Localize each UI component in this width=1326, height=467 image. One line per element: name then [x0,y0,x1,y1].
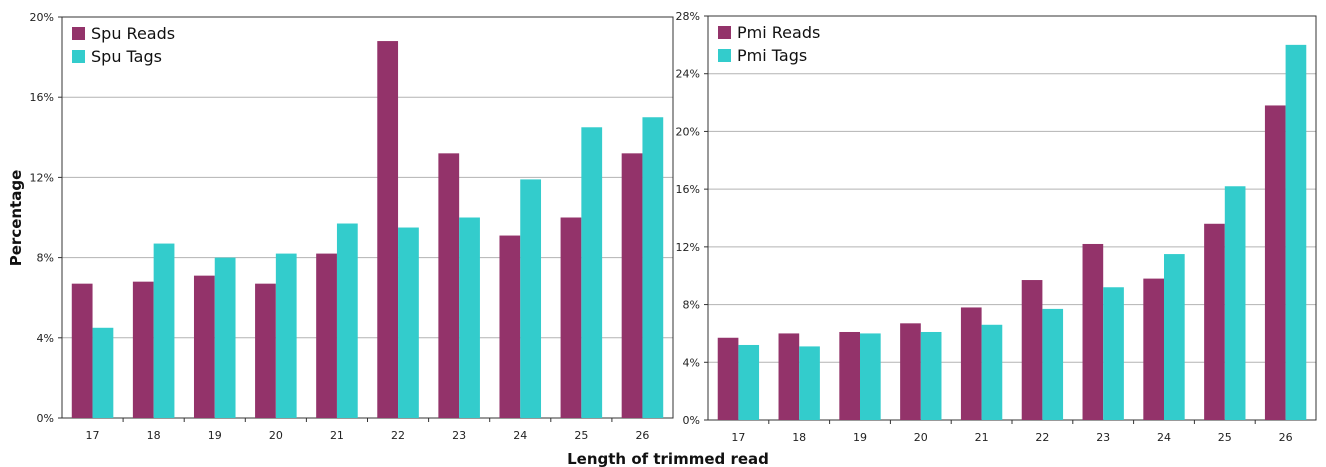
legend-swatch-reads [72,27,85,40]
bar-spu-tags-25 [581,127,603,419]
bar-pmi-reads-22 [1021,280,1043,420]
bar-pmi-reads-25 [1204,223,1225,420]
x-tick-label: 18 [147,429,161,442]
x-tick-label: 18 [792,431,806,444]
x-tick-label: 24 [1157,431,1171,444]
bar-spu-tags-18 [153,243,175,418]
x-tick-label: 25 [574,429,588,442]
bar-spu-tags-17 [92,327,114,418]
y-tick-label: 8% [683,299,700,312]
y-tick-label: 20% [676,125,700,138]
bar-spu-tags-26 [642,117,664,418]
bar-spu-reads-20 [255,283,276,418]
y-tick-label: 12% [30,171,54,184]
x-tick-label: 26 [635,429,649,442]
bar-pmi-reads-21 [960,307,982,420]
x-tick-label: 24 [513,429,527,442]
x-tick-label: 17 [731,431,745,444]
bar-pmi-tags-26 [1285,44,1307,420]
y-tick-label: 16% [676,183,700,196]
bar-pmi-reads-26 [1264,105,1286,420]
bar-pmi-tags-18 [799,346,820,420]
bar-spu-reads-24 [499,235,521,418]
legend-swatch-tags [718,49,731,62]
bar-spu-reads-19 [193,275,215,418]
bar-pmi-tags-21 [981,324,1003,420]
x-tick-label: 19 [853,431,867,444]
bar-pmi-tags-25 [1224,186,1246,420]
bar-pmi-tags-23 [1103,287,1124,420]
bar-pmi-tags-22 [1042,308,1064,420]
bar-pmi-reads-20 [900,323,921,420]
bar-pmi-reads-24 [1143,278,1164,420]
x-tick-label: 21 [975,431,989,444]
x-tick-label: 17 [86,429,100,442]
legend-label-tags: Spu Tags [91,47,162,66]
x-tick-label: 23 [452,429,466,442]
bar-spu-reads-26 [621,153,643,418]
bar-spu-reads-22 [377,41,399,419]
y-tick-label: 8% [37,252,54,265]
bar-spu-tags-20 [275,253,297,418]
bar-spu-reads-17 [71,283,93,418]
bar-spu-reads-18 [132,281,154,418]
y-tick-label: 0% [683,414,700,427]
bar-spu-reads-23 [438,153,460,418]
bar-spu-reads-21 [316,253,337,418]
y-tick-label: 16% [30,91,54,104]
x-tick-label: 21 [330,429,344,442]
x-tick-label: 23 [1096,431,1110,444]
bar-pmi-tags-19 [860,333,881,420]
bar-pmi-reads-23 [1082,243,1104,420]
bar-pmi-reads-18 [778,333,800,420]
x-tick-label: 25 [1218,431,1232,444]
bar-pmi-reads-19 [839,331,860,420]
bar-spu-tags-19 [214,257,236,418]
y-tick-label: 4% [37,332,54,345]
x-tick-label: 20 [269,429,283,442]
bar-pmi-tags-17 [738,344,760,420]
legend-label-reads: Spu Reads [91,24,175,43]
y-tick-label: 24% [676,68,700,81]
bar-spu-tags-21 [336,223,358,418]
legend-label-tags: Pmi Tags [737,46,807,65]
bar-pmi-reads-17 [717,337,739,420]
chart-pmi: 0% 4% 8% 12% 16% 20% 24% 28% 17 18 19 20 21 22 23 24 25 2… [676,10,1317,444]
y-tick-label: 12% [676,241,700,254]
bar-spu-tags-23 [459,217,480,418]
y-tick-label: 28% [676,10,700,23]
legend-swatch-reads [718,26,731,39]
bar-pmi-tags-24 [1164,254,1185,420]
y-tick-label: 4% [683,356,700,369]
y-tick-label: 20% [30,11,54,24]
x-tick-label: 22 [391,429,405,442]
x-axis-title: Length of trimmed read [567,450,769,467]
bar-spu-tags-22 [398,227,419,418]
chart-spu: 0% 4% 8% 12% 16% 20% 17 18 19 20 21 22 23 24 25 26 Spu R… [30,11,674,442]
x-tick-label: 20 [914,431,928,444]
x-tick-label: 19 [208,429,222,442]
legend-label-reads: Pmi Reads [737,23,820,42]
y-tick-label: 0% [37,412,54,425]
bar-pmi-tags-20 [920,331,942,420]
legend-swatch-tags [72,50,85,63]
x-tick-label: 26 [1279,431,1293,444]
bar-spu-tags-24 [520,179,542,418]
bar-spu-reads-25 [560,217,582,418]
x-tick-label: 22 [1035,431,1049,444]
y-axis-title: Percentage [7,170,25,267]
